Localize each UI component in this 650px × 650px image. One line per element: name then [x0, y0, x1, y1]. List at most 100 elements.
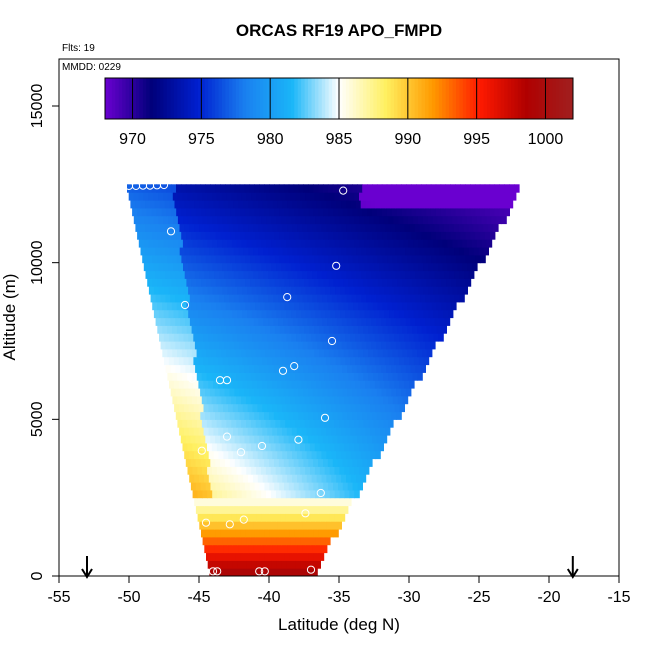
colorbar-cell: [569, 78, 574, 119]
observation-point: [418, 169, 428, 179]
field-cell: [222, 286, 228, 295]
field-cell: [179, 270, 186, 279]
field-cell: [413, 262, 419, 272]
field-cell: [409, 380, 415, 389]
field-cell: [484, 207, 491, 217]
field-cell: [227, 380, 234, 389]
field-cell: [199, 497, 205, 507]
field-cell: [242, 356, 248, 366]
field-cell: [412, 348, 418, 358]
field-cell: [358, 301, 364, 311]
field-cell: [318, 552, 325, 561]
colorbar-cell: [535, 78, 539, 119]
field-cell: [370, 223, 377, 232]
field-cell: [444, 270, 450, 279]
field-cell: [424, 223, 430, 232]
field-cell: [360, 223, 367, 232]
field-cell: [390, 247, 396, 256]
field-cell: [184, 247, 191, 256]
field-cell: [351, 364, 358, 373]
field-cell: [166, 301, 173, 311]
field-cell: [168, 333, 175, 342]
field-cell: [360, 200, 367, 209]
field-cell: [311, 200, 318, 209]
observation-point: [376, 173, 386, 182]
field-cell: [291, 427, 298, 436]
field-cell: [282, 521, 289, 530]
field-cell: [397, 372, 404, 381]
field-cell: [338, 325, 345, 334]
field-cell: [218, 474, 225, 483]
field-cell: [314, 372, 320, 381]
field-cell: [308, 278, 315, 287]
field-cell: [236, 513, 243, 522]
field-cell: [201, 395, 208, 405]
field-cell: [260, 301, 266, 311]
field-cell: [396, 207, 403, 217]
field-cell: [278, 341, 284, 350]
field-cell: [341, 223, 347, 232]
field-cell: [361, 364, 368, 373]
field-cell: [250, 301, 256, 311]
field-cell: [248, 544, 254, 554]
field-cell: [228, 247, 235, 256]
field-cell: [197, 215, 203, 225]
field-cell: [218, 450, 224, 460]
field-cell: [313, 435, 319, 444]
field-cell: [250, 278, 256, 287]
field-cell: [267, 380, 273, 389]
field-cell: [244, 364, 250, 373]
field-cell: [401, 231, 408, 240]
field-cell: [396, 388, 402, 397]
field-cell: [208, 450, 215, 460]
field-cell: [293, 184, 300, 193]
field-cell: [272, 427, 278, 436]
field-cell: [421, 301, 428, 311]
field-cell: [340, 380, 346, 389]
field-cell: [370, 200, 376, 209]
colorbar-cell: [253, 78, 257, 119]
field-cell: [315, 262, 321, 272]
field-cell: [402, 278, 408, 287]
field-cell: [376, 435, 383, 444]
field-cell: [323, 529, 329, 538]
field-cell: [235, 301, 241, 311]
field-cell: [351, 270, 357, 279]
field-cell: [263, 247, 269, 256]
colorbar-cell: [160, 78, 164, 119]
field-cell: [431, 254, 437, 264]
field-cell: [384, 309, 390, 319]
field-cell: [315, 489, 321, 499]
field-cell: [289, 552, 295, 561]
field-cell: [212, 513, 218, 522]
field-cell: [447, 192, 453, 201]
field-cell: [341, 450, 347, 460]
field-cell: [228, 223, 234, 232]
field-cell: [450, 231, 457, 240]
colorbar-cell: [528, 78, 533, 119]
field-cell: [243, 568, 250, 576]
field-cell: [162, 325, 168, 334]
field-cell: [285, 466, 291, 475]
field-cell: [174, 247, 181, 256]
field-cell: [273, 364, 279, 373]
field-cell: [352, 184, 358, 193]
field-cell: [316, 427, 322, 436]
field-cell: [460, 278, 467, 287]
field-cell: [344, 419, 350, 428]
field-cell: [393, 262, 400, 272]
field-cell: [276, 286, 282, 295]
field-cell: [377, 301, 384, 311]
field-cell: [165, 294, 171, 303]
field-cell: [388, 262, 395, 272]
field-cell: [353, 278, 359, 287]
field-cell: [292, 200, 298, 209]
field-cell: [270, 372, 276, 381]
field-cell: [300, 466, 306, 475]
field-cell: [233, 497, 239, 507]
field-cell: [351, 317, 358, 326]
field-cell: [140, 247, 146, 256]
field-cell: [292, 247, 298, 256]
field-cell: [192, 419, 198, 428]
field-cell: [342, 505, 349, 514]
